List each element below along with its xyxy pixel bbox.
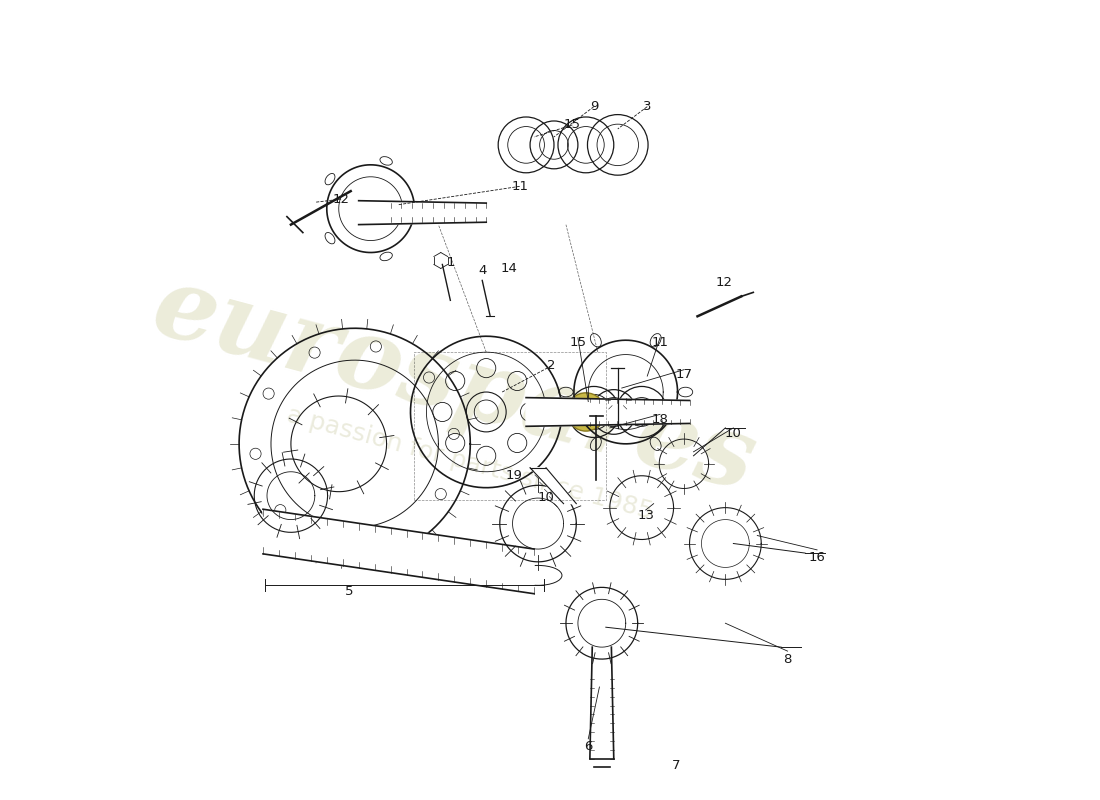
Text: 15: 15 [570,336,586,349]
Text: 15: 15 [564,118,581,131]
Text: 9: 9 [590,100,598,113]
Text: a passion for parts since 1985: a passion for parts since 1985 [285,403,656,524]
Circle shape [566,393,605,431]
Text: 8: 8 [783,653,792,666]
Text: 12: 12 [332,193,350,206]
Polygon shape [530,468,576,504]
Text: 11: 11 [651,336,669,349]
Text: 11: 11 [512,180,528,193]
Text: 14: 14 [500,262,517,275]
Text: 10: 10 [538,490,554,504]
Text: 1: 1 [447,256,454,270]
Text: 12: 12 [715,275,733,289]
Text: 7: 7 [672,758,680,772]
Text: 13: 13 [637,509,654,522]
Text: 5: 5 [345,585,353,598]
Text: 17: 17 [675,368,692,381]
Text: 10: 10 [725,427,741,440]
Text: 19: 19 [506,470,522,482]
Polygon shape [590,647,614,758]
Polygon shape [263,510,535,594]
Polygon shape [359,201,486,225]
Text: 3: 3 [644,100,651,113]
Text: eurospares: eurospares [143,258,766,510]
Text: 4: 4 [478,264,486,278]
Text: 2: 2 [548,359,556,372]
Text: 6: 6 [584,740,593,754]
Text: 16: 16 [808,551,825,564]
Polygon shape [526,398,690,426]
Text: 18: 18 [651,414,669,426]
